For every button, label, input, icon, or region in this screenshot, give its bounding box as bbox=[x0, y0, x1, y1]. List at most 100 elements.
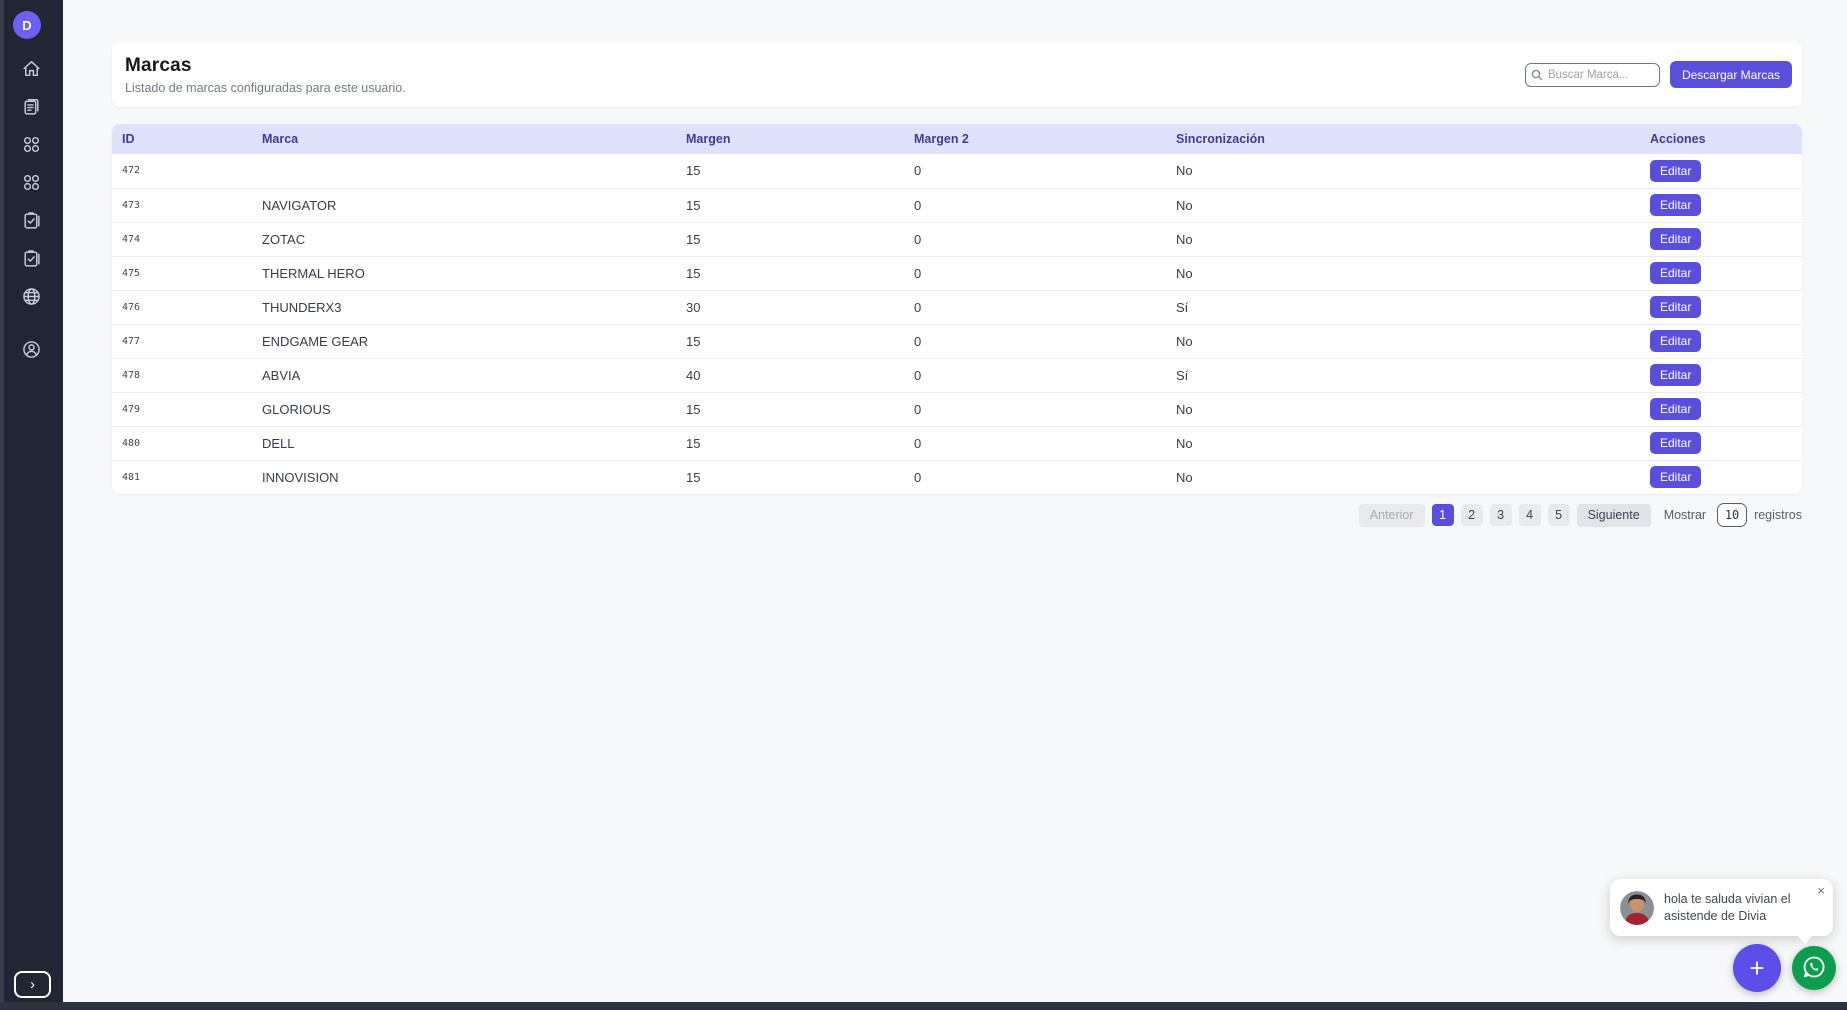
page-title: Marcas bbox=[125, 54, 192, 76]
edit-button[interactable]: Editar bbox=[1650, 466, 1702, 489]
whatsapp-button[interactable] bbox=[1792, 946, 1836, 990]
cell-sincronizacion: No bbox=[1166, 323, 1640, 358]
pagination-page-4[interactable]: 4 bbox=[1518, 504, 1541, 526]
clipboard-check-icon bbox=[21, 210, 42, 236]
page-header-card: Marcas Listado de marcas configuradas pa… bbox=[112, 42, 1802, 107]
table-row: 479 GLORIOUS 15 0 No Editar bbox=[112, 391, 1802, 426]
table-row: 478 ABVIA 40 0 Sí Editar bbox=[112, 357, 1802, 392]
cell-id: 481 bbox=[112, 459, 252, 494]
cell-sincronizacion: No bbox=[1166, 187, 1640, 222]
sidebar-item-tasks[interactable] bbox=[19, 210, 45, 236]
chat-close-icon[interactable]: × bbox=[1817, 883, 1825, 898]
sidebar-item-web[interactable] bbox=[19, 286, 45, 312]
cell-marca: THUNDERX3 bbox=[252, 289, 676, 324]
column-header-id: ID bbox=[112, 124, 252, 154]
cell-id: 476 bbox=[112, 289, 252, 324]
records-label: registros bbox=[1754, 508, 1802, 522]
cell-margen: 15 bbox=[676, 459, 904, 494]
page-subtitle: Listado de marcas configuradas para este… bbox=[125, 80, 406, 95]
brands-table: ID Marca Margen Margen 2 Sincronización … bbox=[112, 124, 1802, 494]
cell-id: 473 bbox=[112, 187, 252, 222]
column-header-sincronizacion: Sincronización bbox=[1166, 124, 1640, 154]
cell-marca: THERMAL HERO bbox=[252, 255, 676, 290]
cell-margen: 30 bbox=[676, 289, 904, 324]
cell-sincronizacion: No bbox=[1166, 221, 1640, 256]
table-row: 474 ZOTAC 15 0 No Editar bbox=[112, 221, 1802, 256]
column-header-margen: Margen bbox=[676, 124, 904, 154]
column-header-margen2: Margen 2 bbox=[904, 124, 1166, 154]
sidebar-scrollbar[interactable] bbox=[0, 0, 4, 1010]
search-input[interactable] bbox=[1524, 62, 1660, 87]
cell-marca: NAVIGATOR bbox=[252, 187, 676, 222]
table-row: 475 THERMAL HERO 15 0 No Editar bbox=[112, 255, 1802, 290]
edit-button[interactable]: Editar bbox=[1650, 364, 1702, 386]
header-actions: Descargar Marcas bbox=[1524, 61, 1792, 88]
page-size-input[interactable] bbox=[1717, 503, 1748, 527]
cell-marca bbox=[252, 154, 676, 188]
sidebar-item-account[interactable] bbox=[19, 339, 45, 365]
bottom-scrollbar[interactable] bbox=[0, 1002, 1847, 1010]
title-block: Marcas Listado de marcas configuradas pa… bbox=[125, 55, 406, 95]
table-row: 477 ENDGAME GEAR 15 0 No Editar bbox=[112, 323, 1802, 358]
cell-margen: 15 bbox=[676, 154, 904, 188]
add-fab-button[interactable]: + bbox=[1733, 944, 1781, 992]
cell-margen2: 0 bbox=[904, 187, 1166, 222]
cell-margen2: 0 bbox=[904, 459, 1166, 494]
brands-table-card: ID Marca Margen Margen 2 Sincronización … bbox=[112, 124, 1802, 494]
cell-marca: INNOVISION bbox=[252, 459, 676, 494]
home-icon bbox=[21, 58, 42, 84]
cell-sincronizacion: Sí bbox=[1166, 357, 1640, 392]
cell-margen: 15 bbox=[676, 221, 904, 256]
chat-greeting-bubble[interactable]: hola te saluda vivian el asistende de Di… bbox=[1610, 879, 1833, 936]
edit-button[interactable]: Editar bbox=[1650, 159, 1702, 182]
cell-id: 480 bbox=[112, 425, 252, 460]
user-circle-icon bbox=[21, 339, 42, 365]
edit-button[interactable]: Editar bbox=[1650, 194, 1702, 216]
pagination-page-3[interactable]: 3 bbox=[1489, 504, 1512, 526]
sidebar-item-modules[interactable] bbox=[19, 174, 45, 195]
cell-marca: ZOTAC bbox=[252, 221, 676, 256]
sidebar-item-documents[interactable] bbox=[19, 98, 45, 119]
cell-sincronizacion: No bbox=[1166, 425, 1640, 460]
cell-id: 479 bbox=[112, 391, 252, 426]
clipboard-check-icon bbox=[21, 248, 42, 274]
sidebar-item-orders[interactable] bbox=[19, 248, 45, 274]
cell-id: 478 bbox=[112, 357, 252, 392]
cell-marca: ABVIA bbox=[252, 357, 676, 392]
edit-button[interactable]: Editar bbox=[1650, 262, 1702, 284]
download-brands-button[interactable]: Descargar Marcas bbox=[1669, 61, 1792, 88]
edit-button[interactable]: Editar bbox=[1650, 432, 1702, 454]
edit-button[interactable]: Editar bbox=[1650, 228, 1702, 250]
documents-icon bbox=[21, 96, 42, 122]
main-content: Marcas Listado de marcas configuradas pa… bbox=[63, 0, 1847, 1010]
table-row: 481 INNOVISION 15 0 No Editar bbox=[112, 459, 1802, 494]
cell-margen2: 0 bbox=[904, 154, 1166, 188]
user-avatar[interactable]: D bbox=[13, 11, 41, 39]
table-header-row: ID Marca Margen Margen 2 Sincronización … bbox=[112, 124, 1802, 154]
whatsapp-icon bbox=[1801, 954, 1827, 983]
table-row: 473 NAVIGATOR 15 0 No Editar bbox=[112, 187, 1802, 222]
sidebar-expand-button[interactable]: › bbox=[14, 971, 51, 998]
cell-margen2: 0 bbox=[904, 221, 1166, 256]
pagination-page-5[interactable]: 5 bbox=[1547, 504, 1570, 526]
sidebar: D bbox=[0, 0, 63, 1010]
cell-margen: 15 bbox=[676, 187, 904, 222]
cell-margen2: 0 bbox=[904, 255, 1166, 290]
edit-button[interactable]: Editar bbox=[1650, 296, 1702, 318]
sidebar-item-categories[interactable] bbox=[19, 136, 45, 157]
pagination-next-button[interactable]: Siguiente bbox=[1576, 503, 1651, 527]
cell-id: 475 bbox=[112, 255, 252, 290]
sidebar-item-home[interactable] bbox=[19, 60, 45, 81]
edit-button[interactable]: Editar bbox=[1650, 398, 1702, 420]
cell-margen: 40 bbox=[676, 357, 904, 392]
pagination-prev-button[interactable]: Anterior bbox=[1358, 503, 1425, 527]
cell-id: 477 bbox=[112, 323, 252, 358]
pagination-page-1[interactable]: 1 bbox=[1431, 504, 1454, 526]
cell-id: 472 bbox=[112, 154, 252, 188]
cell-margen2: 0 bbox=[904, 357, 1166, 392]
globe-icon bbox=[21, 286, 42, 312]
pagination-page-2[interactable]: 2 bbox=[1460, 504, 1483, 526]
cell-marca: ENDGAME GEAR bbox=[252, 323, 676, 358]
show-label: Mostrar bbox=[1663, 508, 1707, 522]
edit-button[interactable]: Editar bbox=[1650, 330, 1702, 352]
